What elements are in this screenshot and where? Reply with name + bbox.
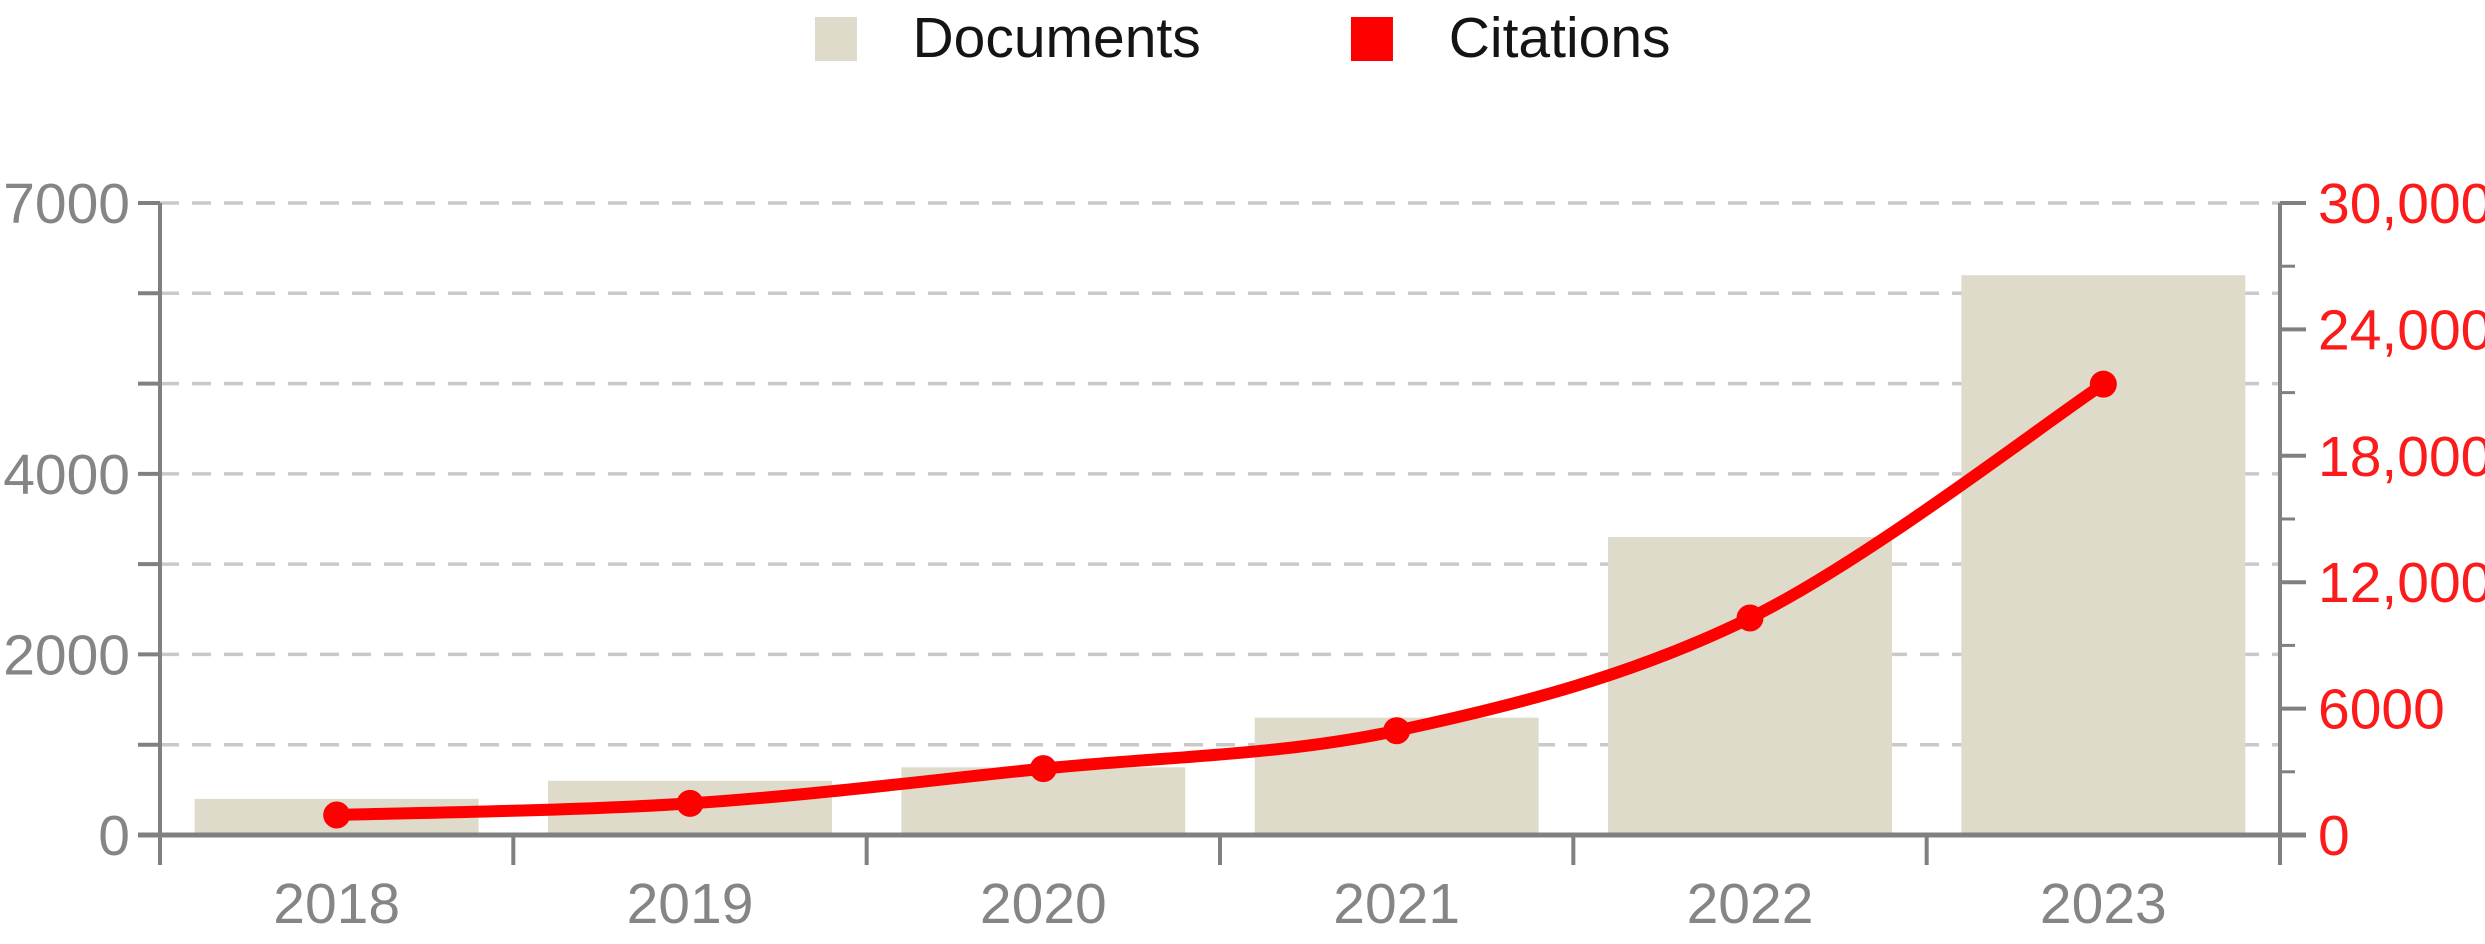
- right-axis-label-0: 0: [2318, 804, 2350, 868]
- citations-swatch-icon: [1350, 16, 1393, 61]
- left-axis-label-4000: 4000: [3, 443, 130, 507]
- citations-point-2022: [1736, 604, 1764, 632]
- left-axis-label-7000: 7000: [3, 172, 130, 236]
- legend-item-citations: Citations: [1350, 6, 1671, 70]
- citations-line: [330, 378, 2110, 821]
- citations-point-2018: [323, 801, 351, 829]
- right-axis-label-6000: 6000: [2318, 678, 2445, 742]
- right-axis-label-18,000: 18,000: [2318, 425, 2485, 489]
- left-axis-label-2000: 2000: [3, 623, 130, 687]
- x-axis-label-2021: 2021: [1333, 872, 1460, 936]
- citations-point-2020: [1029, 755, 1057, 783]
- right-axis-label-12,000: 12,000: [2318, 551, 2485, 615]
- citations-point-2019: [676, 789, 704, 817]
- documents-bar-2023: [1961, 275, 2246, 835]
- x-axis-label-2018: 2018: [273, 872, 400, 936]
- x-axis-label-2020: 2020: [980, 872, 1107, 936]
- x-axis-label-2019: 2019: [627, 872, 754, 936]
- documents-legend-label: Documents: [912, 6, 1201, 70]
- citations-legend-label: Citations: [1448, 6, 1671, 70]
- left-axis-label-0: 0: [98, 804, 130, 868]
- legend-item-documents: Documents: [814, 6, 1201, 70]
- right-axis-label-24,000: 24,000: [2318, 298, 2485, 362]
- x-axis-label-2023: 2023: [2040, 872, 2167, 936]
- x-axis-label-2022: 2022: [1687, 872, 1814, 936]
- documents-bar-2022: [1608, 537, 1892, 835]
- chart-legend: Documents Citations: [814, 6, 1671, 70]
- citations-point-2023: [2089, 370, 2117, 398]
- citations-point-2021: [1383, 717, 1411, 745]
- right-axis-label-30,000: 30,000: [2318, 172, 2485, 236]
- documents-swatch-icon: [814, 16, 857, 61]
